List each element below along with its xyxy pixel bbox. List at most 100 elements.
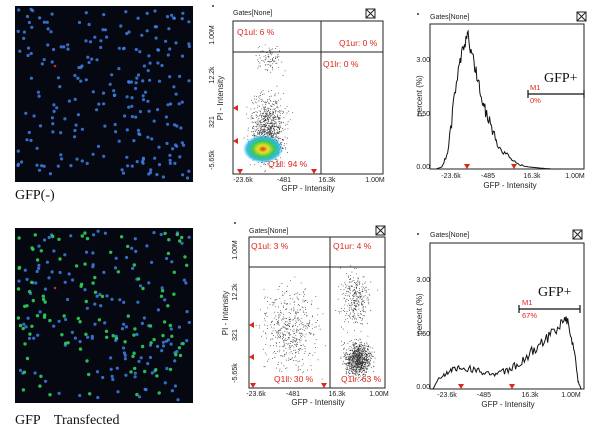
event-dot [364, 358, 365, 360]
event-dot [359, 292, 361, 294]
event-dot [360, 355, 362, 357]
event-dot [347, 331, 348, 333]
event-dot [360, 361, 362, 363]
close-icon[interactable] [375, 225, 386, 236]
event-dot [353, 312, 355, 314]
quadrant-ul-label: Q1ul: 6 % [237, 27, 275, 37]
event-dot [353, 354, 355, 356]
event-dot [280, 337, 282, 339]
event-dot [277, 306, 279, 308]
cell-dot [134, 47, 138, 52]
cell-dot [66, 43, 70, 47]
cell-dot [105, 294, 109, 298]
event-dot [293, 294, 295, 295]
axis-marker [464, 164, 470, 169]
event-dot [351, 365, 353, 367]
event-dot [341, 344, 343, 346]
event-dot [286, 143, 288, 145]
cell-dot [161, 340, 165, 344]
event-dot [281, 283, 283, 284]
event-dot [362, 303, 364, 305]
gate-marker-m1[interactable]: M1 0% [527, 83, 585, 105]
event-dot [345, 368, 347, 370]
x-axis-label: GFP - Intensity [281, 184, 334, 193]
event-dot [278, 165, 280, 167]
event-dot [343, 289, 345, 291]
event-dot [350, 285, 352, 287]
event-dot [261, 91, 263, 93]
event-dot [261, 124, 263, 126]
cell-dot [101, 375, 105, 380]
event-dot [361, 356, 363, 358]
event-dot [294, 304, 295, 306]
event-dot [261, 101, 262, 102]
cell-dot [26, 53, 30, 58]
event-dot [343, 347, 345, 349]
event-dot [283, 343, 285, 345]
event-dot [348, 357, 350, 359]
gate-marker-m1[interactable]: M1 67% [518, 298, 581, 320]
cell-dot [122, 300, 126, 304]
event-dot [257, 133, 258, 135]
event-dot [270, 125, 272, 127]
event-dot [353, 310, 355, 312]
event-dot [352, 315, 354, 317]
event-dot [354, 353, 356, 355]
event-dot [264, 117, 266, 119]
cell-dot [29, 51, 33, 56]
event-dot [346, 366, 348, 368]
event-dot [350, 265, 352, 267]
event-dot [313, 334, 314, 336]
event-dot [279, 130, 281, 132]
event-dot [266, 115, 268, 117]
plot-frame [248, 236, 386, 389]
event-dot [367, 296, 369, 298]
cell-dot [130, 164, 134, 168]
cell-dot [42, 164, 46, 168]
event-dot [274, 116, 275, 118]
event-dot [252, 127, 253, 129]
close-icon[interactable] [572, 229, 583, 240]
event-dot [373, 365, 375, 367]
event-dot [264, 121, 266, 123]
event-dot [355, 369, 357, 371]
event-dot [279, 109, 281, 111]
event-dot [267, 114, 269, 116]
histogram-series-line [435, 29, 582, 170]
event-dot [281, 142, 283, 143]
event-dot [253, 131, 255, 133]
close-icon[interactable] [365, 8, 376, 19]
event-dot [281, 110, 283, 112]
event-dot [283, 334, 284, 336]
event-dot [267, 128, 269, 130]
event-dot [358, 363, 360, 365]
event-dot [366, 359, 368, 361]
event-dot [343, 307, 345, 309]
event-dot [301, 348, 303, 350]
event-dot [280, 327, 282, 329]
cell-dot [77, 20, 82, 25]
cell-dot [164, 339, 168, 343]
close-icon[interactable] [576, 11, 587, 22]
event-dot [300, 320, 302, 322]
event-dot [267, 122, 269, 124]
event-dot [298, 319, 300, 321]
event-dot [363, 374, 365, 376]
event-dot [275, 122, 277, 124]
event-dot [289, 298, 291, 300]
event-dot [369, 352, 371, 354]
event-dot [252, 111, 254, 113]
cell-dot [152, 337, 156, 342]
event-dot [265, 333, 267, 335]
event-dot [361, 346, 363, 348]
event-dot [295, 340, 297, 342]
event-dot [266, 133, 268, 135]
event-dot [286, 324, 288, 326]
event-dot [275, 319, 277, 321]
event-dot [298, 368, 300, 370]
event-dot [262, 90, 264, 92]
event-dot [351, 360, 353, 362]
event-dot [354, 350, 355, 352]
event-dot [263, 365, 265, 367]
event-dot [343, 356, 345, 358]
